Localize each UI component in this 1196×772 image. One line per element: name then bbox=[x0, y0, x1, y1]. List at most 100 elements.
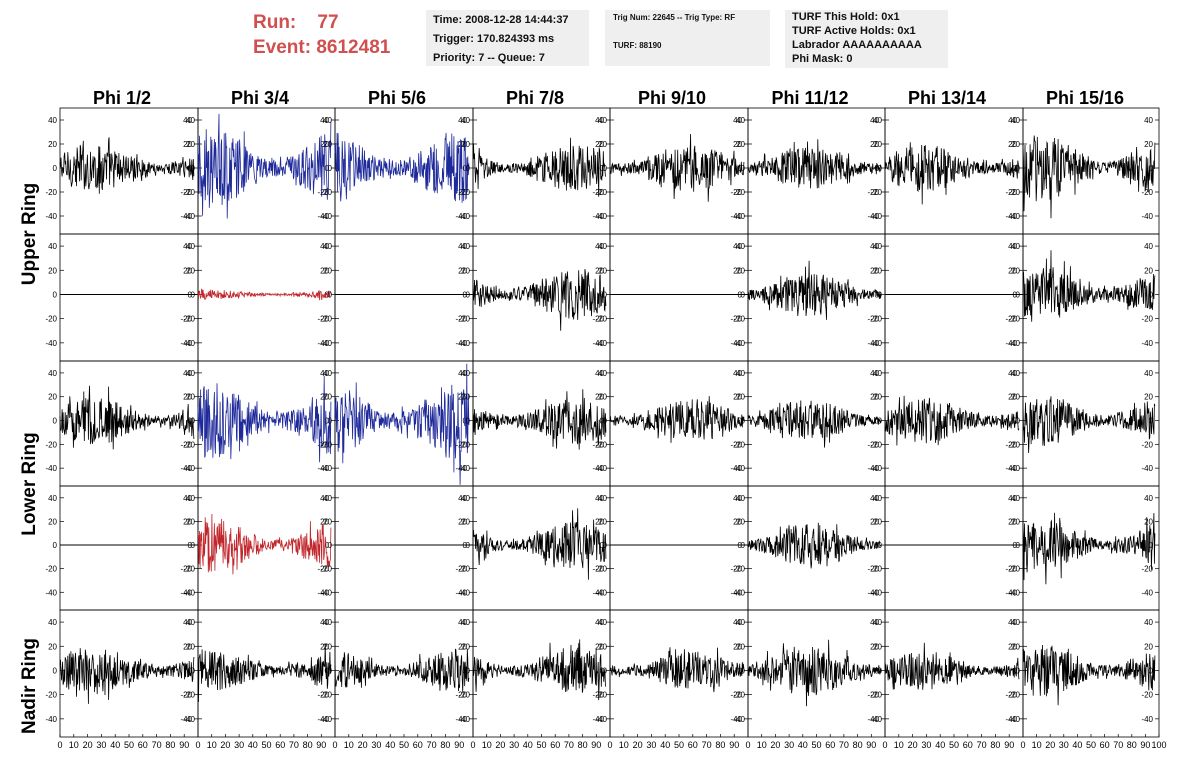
y-tick-label-left: 0 bbox=[878, 164, 883, 173]
y-tick-label-left: 0 bbox=[328, 666, 333, 675]
waveform-trace-r2-c3 bbox=[472, 389, 607, 450]
x-tick-label: 10 bbox=[894, 740, 904, 750]
y-tick-label-left: 40 bbox=[873, 369, 882, 378]
y-tick-label-left: 40 bbox=[1011, 369, 1020, 378]
y-tick-label-left: -40 bbox=[870, 588, 882, 597]
x-tick-label: 50 bbox=[399, 740, 409, 750]
waveform-trace-r3-c5 bbox=[747, 522, 882, 569]
y-tick-label-right: 20 bbox=[733, 266, 742, 275]
y-tick-label-left: -40 bbox=[1008, 212, 1020, 221]
x-tick-label: 50 bbox=[1086, 740, 1096, 750]
waveform-trace-r2-c0 bbox=[59, 385, 195, 450]
y-tick-label-right: -20 bbox=[730, 565, 742, 574]
trig-num-box: Trig Num: 22645 -- Trig Type: RF TURF: 8… bbox=[605, 10, 770, 66]
y-tick-label-left: -20 bbox=[183, 315, 195, 324]
y-tick-label-right: 40 bbox=[320, 618, 329, 627]
y-tick-label-right: 40 bbox=[870, 116, 879, 125]
y-tick-label-right: -40 bbox=[592, 715, 604, 724]
x-tick-label: 30 bbox=[509, 740, 519, 750]
panel-frame-r1-c4 bbox=[609, 233, 749, 362]
y-tick-label-left: 40 bbox=[873, 618, 882, 627]
y-tick-label-left: 40 bbox=[186, 494, 195, 503]
y-tick-label-left: 20 bbox=[873, 266, 882, 275]
y-tick-label-left: 20 bbox=[323, 266, 332, 275]
y-tick-label-right: -40 bbox=[592, 339, 604, 348]
y-tick-label-left: -20 bbox=[1008, 188, 1020, 197]
y-tick-label-left: -40 bbox=[458, 715, 470, 724]
y-tick-label-right: 0 bbox=[738, 417, 743, 426]
x-tick-label: 0 bbox=[332, 740, 337, 750]
y-tick-label-left: 40 bbox=[1011, 242, 1020, 251]
y-tick-label-right: 40 bbox=[1144, 494, 1153, 503]
y-tick-label-left: -40 bbox=[45, 715, 57, 724]
y-tick-label-right: 40 bbox=[595, 618, 604, 627]
column-header-phi-3-4: Phi 3/4 bbox=[230, 88, 290, 108]
y-tick-label-left: -40 bbox=[1008, 715, 1020, 724]
y-tick-label-left: 20 bbox=[48, 266, 57, 275]
y-tick-label-left: 40 bbox=[873, 242, 882, 251]
y-tick-label-left: 0 bbox=[1016, 290, 1021, 299]
y-tick-label-right: -40 bbox=[867, 339, 879, 348]
y-tick-label-right: 20 bbox=[183, 393, 192, 402]
y-tick-label-right: 40 bbox=[1144, 116, 1153, 125]
y-tick-label-left: -40 bbox=[1008, 464, 1020, 473]
y-tick-label-right: -40 bbox=[1005, 212, 1017, 221]
waveform-trace-r2-c5 bbox=[747, 400, 882, 448]
trig-num-text: Trig Num: 22645 -- Trig Type: RF bbox=[613, 13, 736, 22]
panel-frame-r1-c2 bbox=[334, 233, 474, 362]
column-header-phi-15-16: Phi 15/16 bbox=[1045, 88, 1125, 108]
y-tick-label-right: 20 bbox=[733, 642, 742, 651]
y-tick-label-left: 40 bbox=[598, 116, 607, 125]
panel-frame-r1-c6 bbox=[884, 233, 1024, 362]
y-tick-label-right: -40 bbox=[317, 464, 329, 473]
x-tick-label: 40 bbox=[385, 740, 395, 750]
x-tick-label: 70 bbox=[839, 740, 849, 750]
y-tick-label-right: -40 bbox=[592, 464, 604, 473]
y-tick-label-left: -40 bbox=[458, 588, 470, 597]
x-tick-label: 60 bbox=[1100, 740, 1110, 750]
y-tick-label-right: 20 bbox=[320, 517, 329, 526]
y-tick-label-left: -20 bbox=[320, 315, 332, 324]
y-tick-label-left: 40 bbox=[736, 369, 745, 378]
y-tick-label-right: 40 bbox=[320, 116, 329, 125]
y-tick-label-left: -20 bbox=[320, 188, 332, 197]
y-tick-label-right: -20 bbox=[180, 188, 192, 197]
y-tick-label-right: -40 bbox=[317, 212, 329, 221]
y-tick-label-right: 40 bbox=[1144, 618, 1153, 627]
y-tick-label-right: 40 bbox=[1144, 242, 1153, 251]
y-tick-label-left: 20 bbox=[461, 642, 470, 651]
y-tick-label-left: 40 bbox=[48, 369, 57, 378]
y-tick-label-right: 0 bbox=[325, 164, 330, 173]
y-tick-label-right: 20 bbox=[1008, 642, 1017, 651]
x-tick-label: 90 bbox=[591, 740, 601, 750]
x-tick-label: 90 bbox=[454, 740, 464, 750]
y-tick-label-left: -40 bbox=[733, 339, 745, 348]
y-tick-label-left: 0 bbox=[741, 164, 746, 173]
y-tick-label-left: 40 bbox=[736, 116, 745, 125]
y-tick-label-left: 40 bbox=[186, 242, 195, 251]
y-tick-label-right: -40 bbox=[455, 212, 467, 221]
x-tick-label: 10 bbox=[207, 740, 217, 750]
y-tick-label-left: 20 bbox=[186, 642, 195, 651]
x-tick-label: 20 bbox=[633, 740, 643, 750]
y-tick-label-right: -20 bbox=[1005, 440, 1017, 449]
y-tick-label-right: 20 bbox=[595, 266, 604, 275]
turf-text: TURF: 88190 bbox=[613, 41, 662, 50]
y-tick-label-right: 40 bbox=[458, 369, 467, 378]
y-tick-label-left: -20 bbox=[870, 691, 882, 700]
y-tick-label-left: 0 bbox=[741, 290, 746, 299]
y-tick-label-right: 20 bbox=[458, 517, 467, 526]
y-tick-label-left: 20 bbox=[873, 517, 882, 526]
y-tick-label-left: 0 bbox=[1016, 541, 1021, 550]
y-tick-label-left: 0 bbox=[878, 666, 883, 675]
time-text: Time: 2008-12-28 14:44:37 bbox=[433, 14, 569, 26]
y-tick-label-right: 20 bbox=[1144, 517, 1153, 526]
x-tick-label: 80 bbox=[715, 740, 725, 750]
y-tick-label-left: -20 bbox=[1008, 440, 1020, 449]
y-tick-label-left: -20 bbox=[1008, 315, 1020, 324]
x-tick-label: 40 bbox=[660, 740, 670, 750]
y-tick-label-left: -40 bbox=[733, 212, 745, 221]
y-tick-label-left: 20 bbox=[598, 393, 607, 402]
event-value: 8612481 bbox=[316, 37, 391, 58]
y-tick-label-left: -40 bbox=[45, 464, 57, 473]
